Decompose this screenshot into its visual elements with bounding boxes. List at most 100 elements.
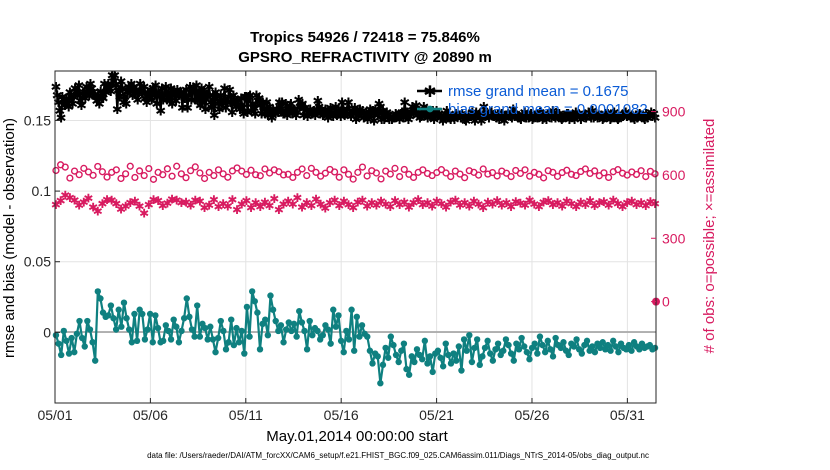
bias-point xyxy=(212,348,219,356)
rmse-point: ✱ xyxy=(533,110,544,125)
possible-obs-point xyxy=(284,170,292,178)
rmse-point: ✱ xyxy=(588,112,599,127)
rmse-point: ✱ xyxy=(191,79,202,94)
possible-obs-point xyxy=(303,171,311,180)
assimilated-obs-point: ✱ xyxy=(167,193,177,207)
rmse-point: ✱ xyxy=(386,113,397,128)
assimilated-obs-point: ✱ xyxy=(274,203,284,217)
assimilated-obs-point: ✱ xyxy=(390,194,400,208)
bias-point xyxy=(222,346,230,353)
bias-point xyxy=(120,299,128,306)
rmse-point: ✱ xyxy=(303,106,314,121)
rmse-point: ✱ xyxy=(600,107,611,122)
bias-point xyxy=(356,333,363,340)
possible-obs-point xyxy=(84,168,93,176)
rmse-point: ✱ xyxy=(250,107,261,122)
bias-point xyxy=(398,347,405,354)
bias-point xyxy=(71,348,78,356)
bias-point xyxy=(194,302,201,309)
legend-bias-label: bias grand mean = 0.0001082 xyxy=(448,101,648,118)
rmse-point: ✱ xyxy=(90,90,101,105)
bias-point xyxy=(89,339,96,346)
bias-point xyxy=(133,337,141,345)
rmse-point: ✱ xyxy=(401,109,412,124)
rmse-point: ✱ xyxy=(638,112,649,127)
bias-point xyxy=(421,337,429,345)
assimilated-obs-point: ✱ xyxy=(190,193,200,207)
assimilated-obs-point: ✱ xyxy=(139,206,149,220)
possible-obs-point xyxy=(344,170,353,178)
assimilated-obs-point: ✱ xyxy=(376,195,386,209)
bias-point xyxy=(400,340,408,347)
assimilated-obs-point: ✱ xyxy=(618,200,628,214)
rmse-point: ✱ xyxy=(610,109,621,124)
rmse-point: ✱ xyxy=(84,89,95,104)
rmse-point: ✱ xyxy=(471,106,482,121)
rmse-point: ✱ xyxy=(219,82,230,97)
rmse-point: ✱ xyxy=(628,112,639,127)
rmse-point: ✱ xyxy=(96,90,107,105)
rmse-point: ✱ xyxy=(452,110,463,125)
possible-obs-point xyxy=(521,166,529,174)
assimilated-obs-point: ✱ xyxy=(469,195,479,209)
assimilated-obs-point: ✱ xyxy=(552,196,562,210)
rmse-point: ✱ xyxy=(647,110,658,125)
assimilated-obs-point: ✱ xyxy=(246,201,256,215)
possible-obs-point xyxy=(507,172,515,181)
rmse-point: ✱ xyxy=(551,107,562,122)
assimilated-obs-point: ✱ xyxy=(60,188,70,202)
assimilated-obs-point: ✱ xyxy=(200,201,210,215)
rmse-point: ✱ xyxy=(334,107,345,122)
rmse-point: ✱ xyxy=(369,114,380,129)
assimilated-obs-point: ✱ xyxy=(311,193,321,207)
bias-point xyxy=(97,295,104,302)
rmse-point: ✱ xyxy=(54,105,65,120)
bias-point xyxy=(468,358,476,366)
bias-point xyxy=(272,317,279,325)
rmse-point: ✱ xyxy=(291,109,302,124)
assimilated-obs-point: ✱ xyxy=(102,193,112,207)
assimilated-obs-point: ✱ xyxy=(144,198,154,212)
rmse-point: ✱ xyxy=(538,112,549,127)
bias-point xyxy=(207,323,214,330)
rmse-point: ✱ xyxy=(73,79,84,94)
rmse-point: ✱ xyxy=(112,103,123,118)
bias-point xyxy=(262,316,269,323)
rmse-point: ✱ xyxy=(574,109,585,124)
rmse-point: ✱ xyxy=(464,110,475,125)
rmse-point: ✱ xyxy=(586,112,597,127)
assimilated-obs-point: ✱ xyxy=(121,200,131,214)
bias-point xyxy=(251,298,258,305)
bias-point xyxy=(547,346,554,353)
rmse-point: ✱ xyxy=(117,82,128,97)
assimilated-obs-point: ✱ xyxy=(543,194,553,208)
rmse-point: ✱ xyxy=(286,97,297,112)
bias-point xyxy=(173,323,180,330)
assimilated-obs-point: ✱ xyxy=(241,194,251,208)
rmse-point: ✱ xyxy=(222,96,233,111)
bias-point xyxy=(290,320,298,328)
bias-point xyxy=(170,316,177,323)
rmse-point: ✱ xyxy=(393,110,404,125)
rmse-point: ✱ xyxy=(182,102,193,117)
bias-point xyxy=(63,337,70,345)
rmse-point: ✱ xyxy=(398,112,409,127)
rmse-point: ✱ xyxy=(323,112,334,127)
rmse-point: ✱ xyxy=(66,90,77,105)
rmse-point: ✱ xyxy=(565,110,576,125)
bias-point xyxy=(424,360,431,367)
rmse-point: ✱ xyxy=(190,93,201,108)
bias-point xyxy=(408,353,415,360)
bias-point xyxy=(651,344,659,352)
rmse-point: ✱ xyxy=(283,103,294,118)
assimilated-obs-point: ✱ xyxy=(548,198,558,212)
rmse-point: ✱ xyxy=(484,112,495,127)
chart-title: Tropics 54926 / 72418 = 75.846% xyxy=(250,29,480,46)
assimilated-obs-point: ✱ xyxy=(283,194,293,208)
rmse-point: ✱ xyxy=(339,109,350,124)
rmse-point: ✱ xyxy=(353,109,364,124)
assimilated-obs-point: ✱ xyxy=(525,193,535,207)
assimilated-obs-point: ✱ xyxy=(492,194,502,208)
possible-obs-point xyxy=(289,173,297,182)
possible-obs-point xyxy=(145,164,153,173)
